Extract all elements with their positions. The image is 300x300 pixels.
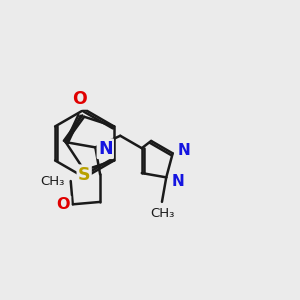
Text: S: S (78, 166, 90, 184)
Text: CH₃: CH₃ (150, 207, 174, 220)
Text: N: N (172, 174, 184, 189)
Text: O: O (57, 197, 70, 212)
Text: O: O (72, 90, 86, 108)
Text: N: N (98, 140, 112, 158)
Text: CH₃: CH₃ (40, 175, 64, 188)
Text: N: N (177, 143, 190, 158)
